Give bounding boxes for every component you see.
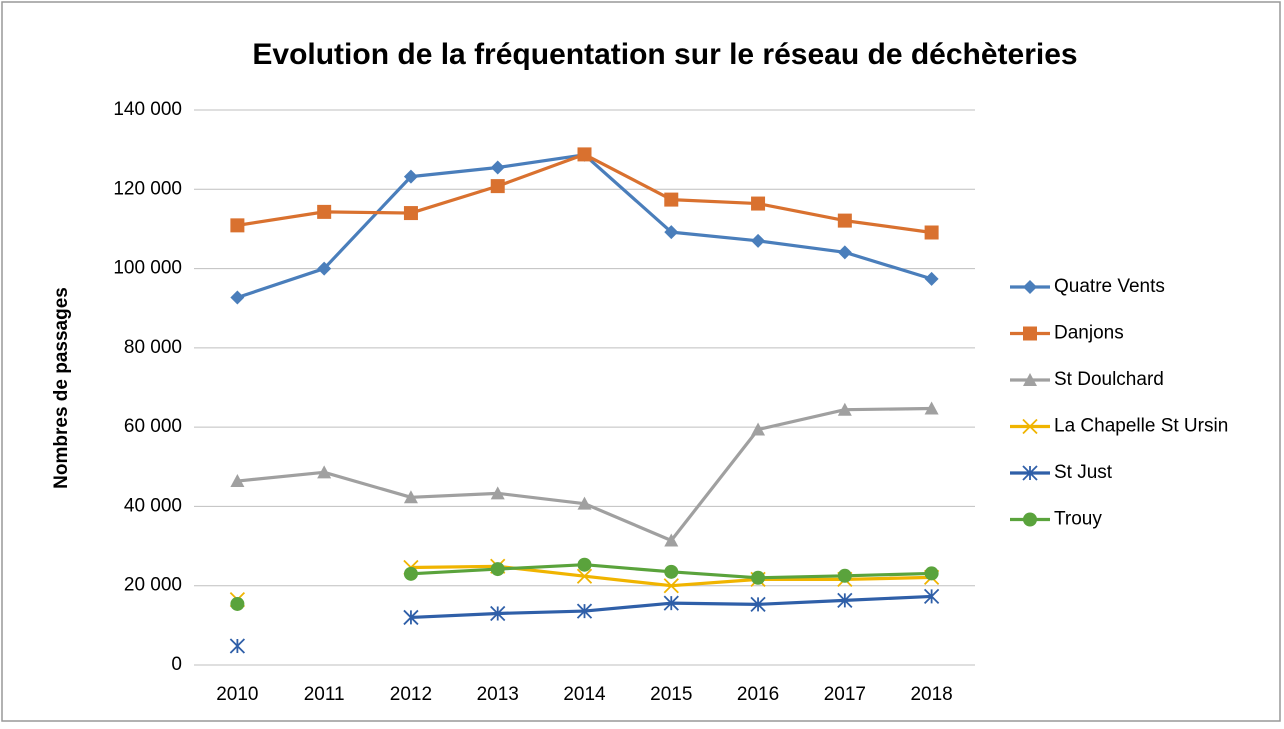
- marker: [837, 213, 852, 228]
- marker: [751, 196, 766, 211]
- legend-item: Trouy: [1010, 509, 1102, 530]
- marker: [230, 596, 245, 611]
- chart-title: Evolution de la fréquentation sur le rés…: [252, 38, 1077, 71]
- marker: [577, 147, 592, 162]
- marker: [230, 474, 245, 488]
- legend-label: St Doulchard: [1054, 369, 1164, 390]
- legend-item: St Just: [1010, 462, 1113, 483]
- marker: [403, 566, 418, 581]
- marker: [663, 595, 679, 611]
- marker: [576, 568, 593, 584]
- x-tick-label: 2018: [910, 684, 952, 705]
- y-tick-label: 100 000: [113, 258, 182, 279]
- marker: [317, 261, 332, 276]
- marker: [403, 206, 418, 221]
- y-tick-label: 60 000: [124, 416, 182, 437]
- marker: [924, 225, 939, 240]
- legend-item: St Doulchard: [1010, 369, 1164, 390]
- marker: [1023, 373, 1037, 386]
- marker: [837, 592, 853, 609]
- marker: [403, 169, 418, 184]
- marker: [490, 562, 505, 577]
- marker: [490, 179, 505, 194]
- marker: [577, 557, 592, 572]
- marker: [229, 638, 246, 654]
- marker: [924, 271, 939, 286]
- marker: [1023, 326, 1037, 341]
- y-tick-label: 80 000: [124, 337, 182, 358]
- y-axis-label: Nombres de passages: [51, 287, 72, 489]
- x-tick-label: 2014: [563, 684, 606, 705]
- marker: [317, 465, 332, 479]
- marker: [924, 401, 939, 415]
- legend-label: Trouy: [1054, 509, 1102, 530]
- marker: [751, 422, 766, 436]
- x-tick-label: 2016: [737, 684, 779, 705]
- marker: [751, 233, 766, 248]
- marker: [317, 204, 332, 219]
- marker: [403, 609, 419, 626]
- legend-label: Quatre Vents: [1054, 276, 1165, 297]
- marker: [664, 192, 679, 207]
- legend-item: Quatre Vents: [1010, 276, 1165, 297]
- marker: [230, 290, 245, 305]
- marker: [490, 486, 505, 500]
- marker: [663, 578, 679, 594]
- marker: [1022, 418, 1038, 435]
- x-tick-label: 2011: [304, 684, 345, 705]
- marker: [230, 218, 245, 233]
- x-tick-label: 2012: [390, 684, 432, 705]
- y-tick-label: 40 000: [124, 495, 182, 516]
- marker: [403, 490, 418, 504]
- marker: [1023, 512, 1037, 527]
- x-tick-label: 2017: [824, 684, 866, 705]
- marker: [664, 533, 679, 547]
- marker: [576, 603, 593, 619]
- marker: [490, 605, 506, 622]
- legend-label: La Chapelle St Ursin: [1054, 416, 1228, 437]
- marker: [664, 225, 679, 240]
- marker: [837, 568, 852, 583]
- marker: [1022, 465, 1038, 481]
- marker: [577, 496, 592, 510]
- legend-label: Danjons: [1054, 323, 1124, 344]
- y-tick-label: 20 000: [124, 575, 182, 596]
- legend-label: St Just: [1054, 462, 1113, 483]
- marker: [490, 160, 505, 175]
- x-tick-label: 2013: [477, 684, 519, 705]
- marker: [751, 570, 766, 585]
- y-tick-label: 140 000: [113, 99, 182, 120]
- marker: [750, 596, 766, 612]
- marker: [923, 588, 940, 605]
- marker: [664, 564, 679, 579]
- y-tick-label: 120 000: [113, 178, 182, 199]
- marker: [837, 402, 852, 416]
- y-tick-label: 0: [171, 654, 182, 675]
- legend-item: La Chapelle St Ursin: [1010, 416, 1228, 437]
- x-tick-label: 2015: [650, 684, 692, 705]
- legend-item: Danjons: [1010, 323, 1124, 344]
- marker: [1023, 280, 1037, 294]
- marker: [924, 566, 939, 581]
- x-tick-label: 2010: [216, 684, 258, 705]
- marker: [837, 245, 852, 260]
